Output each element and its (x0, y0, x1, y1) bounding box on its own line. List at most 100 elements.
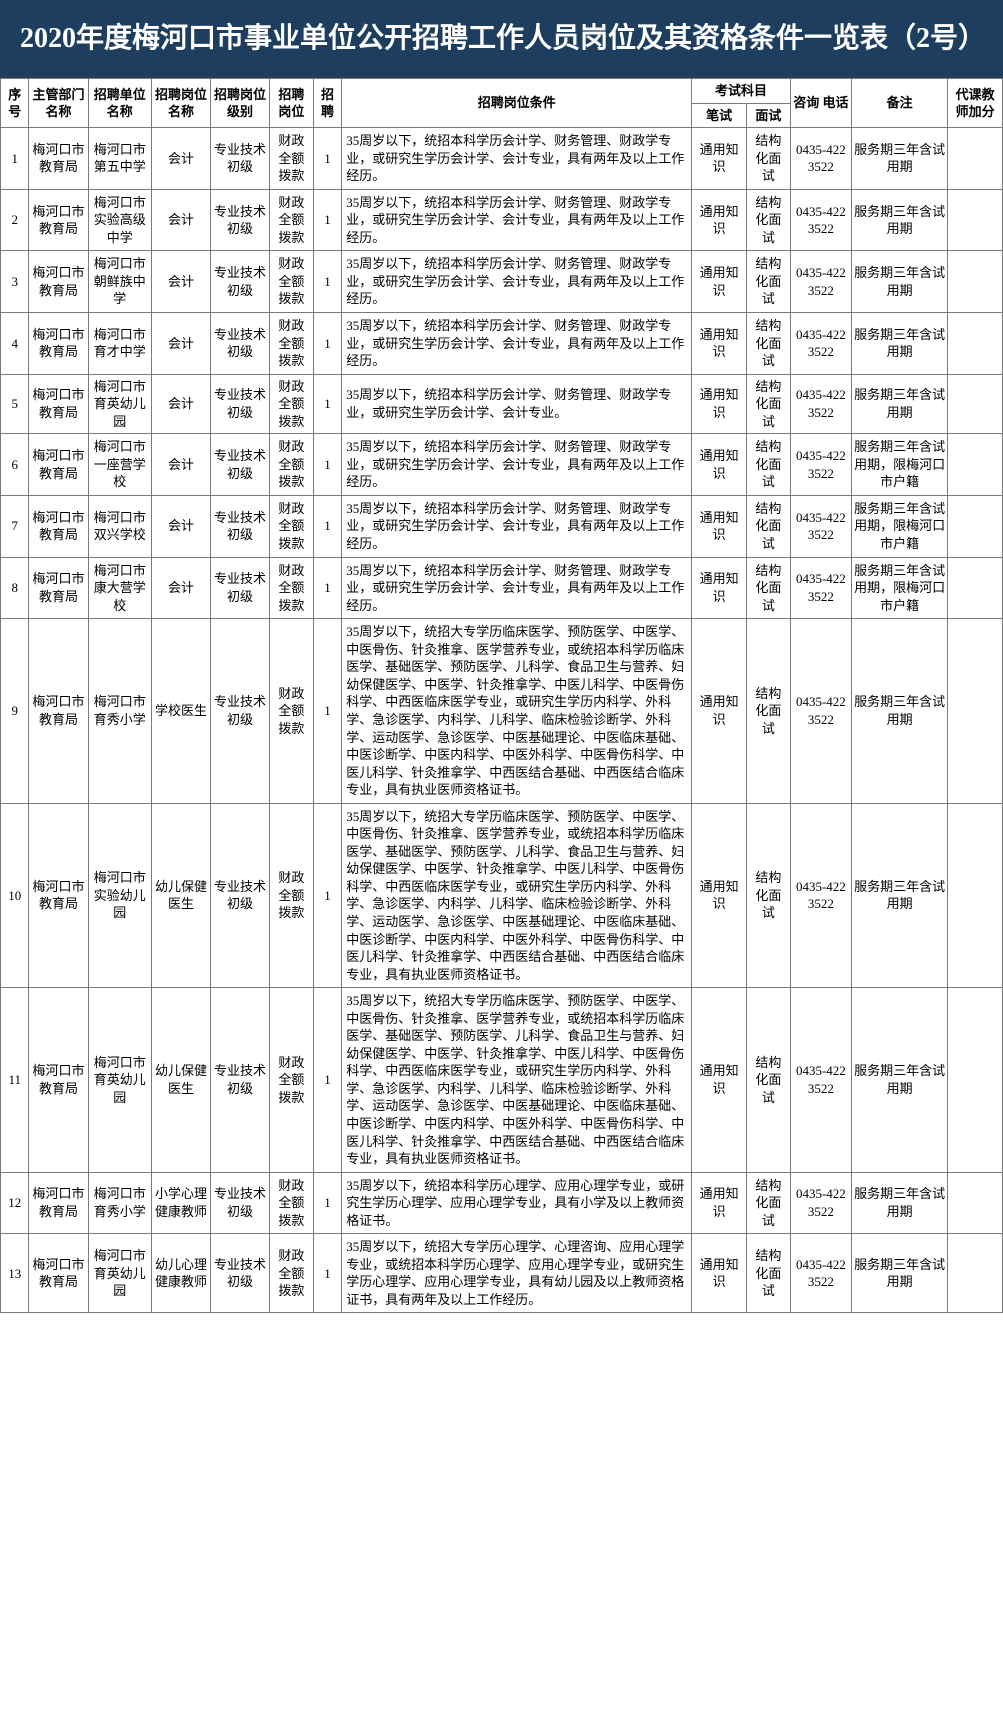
td-exam2: 结构化面试 (746, 434, 790, 496)
td-seq: 2 (1, 189, 29, 251)
td-seq: 7 (1, 495, 29, 557)
td-exam1: 通用知识 (692, 434, 747, 496)
table-row: 4梅河口市教育局梅河口市育才中学会计专业技术初级财政全额拨款135周岁以下，统招… (1, 313, 1003, 375)
td-note: 服务期三年含试用期 (851, 803, 947, 987)
table-row: 1梅河口市教育局梅河口市第五中学会计专业技术初级财政全额拨款135周岁以下，统招… (1, 128, 1003, 190)
td-fund: 财政全额拨款 (270, 251, 314, 313)
td-exam2: 结构化面试 (746, 557, 790, 619)
td-fund: 财政全额拨款 (270, 619, 314, 803)
td-unit: 梅河口市育秀小学 (88, 619, 151, 803)
td-cond: 35周岁以下，统招本科学历会计学、财务管理、财政学专业，或研究生学历会计学、会计… (342, 128, 692, 190)
td-count: 1 (313, 374, 341, 434)
td-dept: 梅河口市教育局 (29, 251, 88, 313)
td-bonus (948, 557, 1003, 619)
td-seq: 10 (1, 803, 29, 987)
table-row: 3梅河口市教育局梅河口市朝鲜族中学会计专业技术初级财政全额拨款135周岁以下，统… (1, 251, 1003, 313)
td-level: 专业技术初级 (211, 495, 270, 557)
td-note: 服务期三年含试用期 (851, 128, 947, 190)
td-cond: 35周岁以下，统招本科学历会计学、财务管理、财政学专业，或研究生学历会计学、会计… (342, 189, 692, 251)
td-level: 专业技术初级 (211, 128, 270, 190)
td-unit: 梅河口市朝鲜族中学 (88, 251, 151, 313)
td-note: 服务期三年含试用期 (851, 988, 947, 1172)
td-bonus (948, 251, 1003, 313)
td-exam1: 通用知识 (692, 251, 747, 313)
td-fund: 财政全额拨款 (270, 189, 314, 251)
td-cond: 35周岁以下，统招本科学历会计学、财务管理、财政学专业，或研究生学历会计学、会计… (342, 374, 692, 434)
td-pos: 幼儿保健医生 (151, 803, 210, 987)
td-cond: 35周岁以下，统招大专学历临床医学、预防医学、中医学、中医骨伤、针灸推拿、医学营… (342, 619, 692, 803)
td-count: 1 (313, 495, 341, 557)
td-unit: 梅河口市育才中学 (88, 313, 151, 375)
td-dept: 梅河口市教育局 (29, 557, 88, 619)
td-note: 服务期三年含试用期 (851, 1172, 947, 1234)
table-row: 5梅河口市教育局梅河口市育英幼儿园会计专业技术初级财政全额拨款135周岁以下，统… (1, 374, 1003, 434)
td-phone: 0435-4223522 (790, 189, 851, 251)
td-seq: 13 (1, 1234, 29, 1313)
table-row: 12梅河口市教育局梅河口市育秀小学小学心理健康教师专业技术初级财政全额拨款135… (1, 1172, 1003, 1234)
td-exam1: 通用知识 (692, 619, 747, 803)
td-bonus (948, 189, 1003, 251)
td-dept: 梅河口市教育局 (29, 1172, 88, 1234)
th-dept: 主管部门名称 (29, 79, 88, 128)
td-seq: 8 (1, 557, 29, 619)
td-count: 1 (313, 619, 341, 803)
td-phone: 0435-4223522 (790, 495, 851, 557)
td-level: 专业技术初级 (211, 374, 270, 434)
td-level: 专业技术初级 (211, 313, 270, 375)
td-level: 专业技术初级 (211, 1172, 270, 1234)
td-unit: 梅河口市实验高级中学 (88, 189, 151, 251)
td-seq: 6 (1, 434, 29, 496)
td-fund: 财政全额拨款 (270, 1234, 314, 1313)
td-count: 1 (313, 313, 341, 375)
th-pos: 招聘岗位名称 (151, 79, 210, 128)
td-pos: 学校医生 (151, 619, 210, 803)
td-pos: 会计 (151, 557, 210, 619)
td-bonus (948, 313, 1003, 375)
td-exam1: 通用知识 (692, 803, 747, 987)
td-phone: 0435-4223522 (790, 251, 851, 313)
td-exam1: 通用知识 (692, 988, 747, 1172)
td-cond: 35周岁以下，统招本科学历会计学、财务管理、财政学专业，或研究生学历会计学、会计… (342, 557, 692, 619)
td-pos: 会计 (151, 128, 210, 190)
table-row: 7梅河口市教育局梅河口市双兴学校会计专业技术初级财政全额拨款135周岁以下，统招… (1, 495, 1003, 557)
td-dept: 梅河口市教育局 (29, 988, 88, 1172)
td-unit: 梅河口市育英幼儿园 (88, 374, 151, 434)
td-phone: 0435-4223522 (790, 1172, 851, 1234)
td-unit: 梅河口市第五中学 (88, 128, 151, 190)
td-unit: 梅河口市康大营学校 (88, 557, 151, 619)
td-seq: 1 (1, 128, 29, 190)
td-fund: 财政全额拨款 (270, 495, 314, 557)
td-level: 专业技术初级 (211, 434, 270, 496)
td-note: 服务期三年含试用期 (851, 313, 947, 375)
th-unit: 招聘单位名称 (88, 79, 151, 128)
td-count: 1 (313, 557, 341, 619)
td-level: 专业技术初级 (211, 1234, 270, 1313)
td-phone: 0435-4223522 (790, 128, 851, 190)
td-unit: 梅河口市双兴学校 (88, 495, 151, 557)
table-row: 11梅河口市教育局梅河口市育英幼儿园幼儿保健医生专业技术初级财政全额拨款135周… (1, 988, 1003, 1172)
td-dept: 梅河口市教育局 (29, 803, 88, 987)
td-level: 专业技术初级 (211, 189, 270, 251)
td-exam2: 结构化面试 (746, 803, 790, 987)
td-exam1: 通用知识 (692, 128, 747, 190)
td-cond: 35周岁以下，统招大专学历临床医学、预防医学、中医学、中医骨伤、针灸推拿、医学营… (342, 803, 692, 987)
td-unit: 梅河口市育秀小学 (88, 1172, 151, 1234)
td-seq: 11 (1, 988, 29, 1172)
td-bonus (948, 1172, 1003, 1234)
td-exam1: 通用知识 (692, 374, 747, 434)
td-pos: 会计 (151, 251, 210, 313)
td-count: 1 (313, 988, 341, 1172)
td-bonus (948, 803, 1003, 987)
td-note: 服务期三年含试用期，限梅河口市户籍 (851, 557, 947, 619)
td-bonus (948, 374, 1003, 434)
th-fund: 招聘岗位 (270, 79, 314, 128)
td-level: 专业技术初级 (211, 619, 270, 803)
table-header: 序号 主管部门名称 招聘单位名称 招聘岗位名称 招聘岗位级别 招聘岗位 招聘 招… (1, 79, 1003, 128)
td-fund: 财政全额拨款 (270, 374, 314, 434)
td-unit: 梅河口市育英幼儿园 (88, 1234, 151, 1313)
td-unit: 梅河口市育英幼儿园 (88, 988, 151, 1172)
td-fund: 财政全额拨款 (270, 988, 314, 1172)
page-title: 2020年度梅河口市事业单位公开招聘工作人员岗位及其资格条件一览表（2号） (0, 0, 1003, 78)
td-seq: 5 (1, 374, 29, 434)
td-seq: 12 (1, 1172, 29, 1234)
